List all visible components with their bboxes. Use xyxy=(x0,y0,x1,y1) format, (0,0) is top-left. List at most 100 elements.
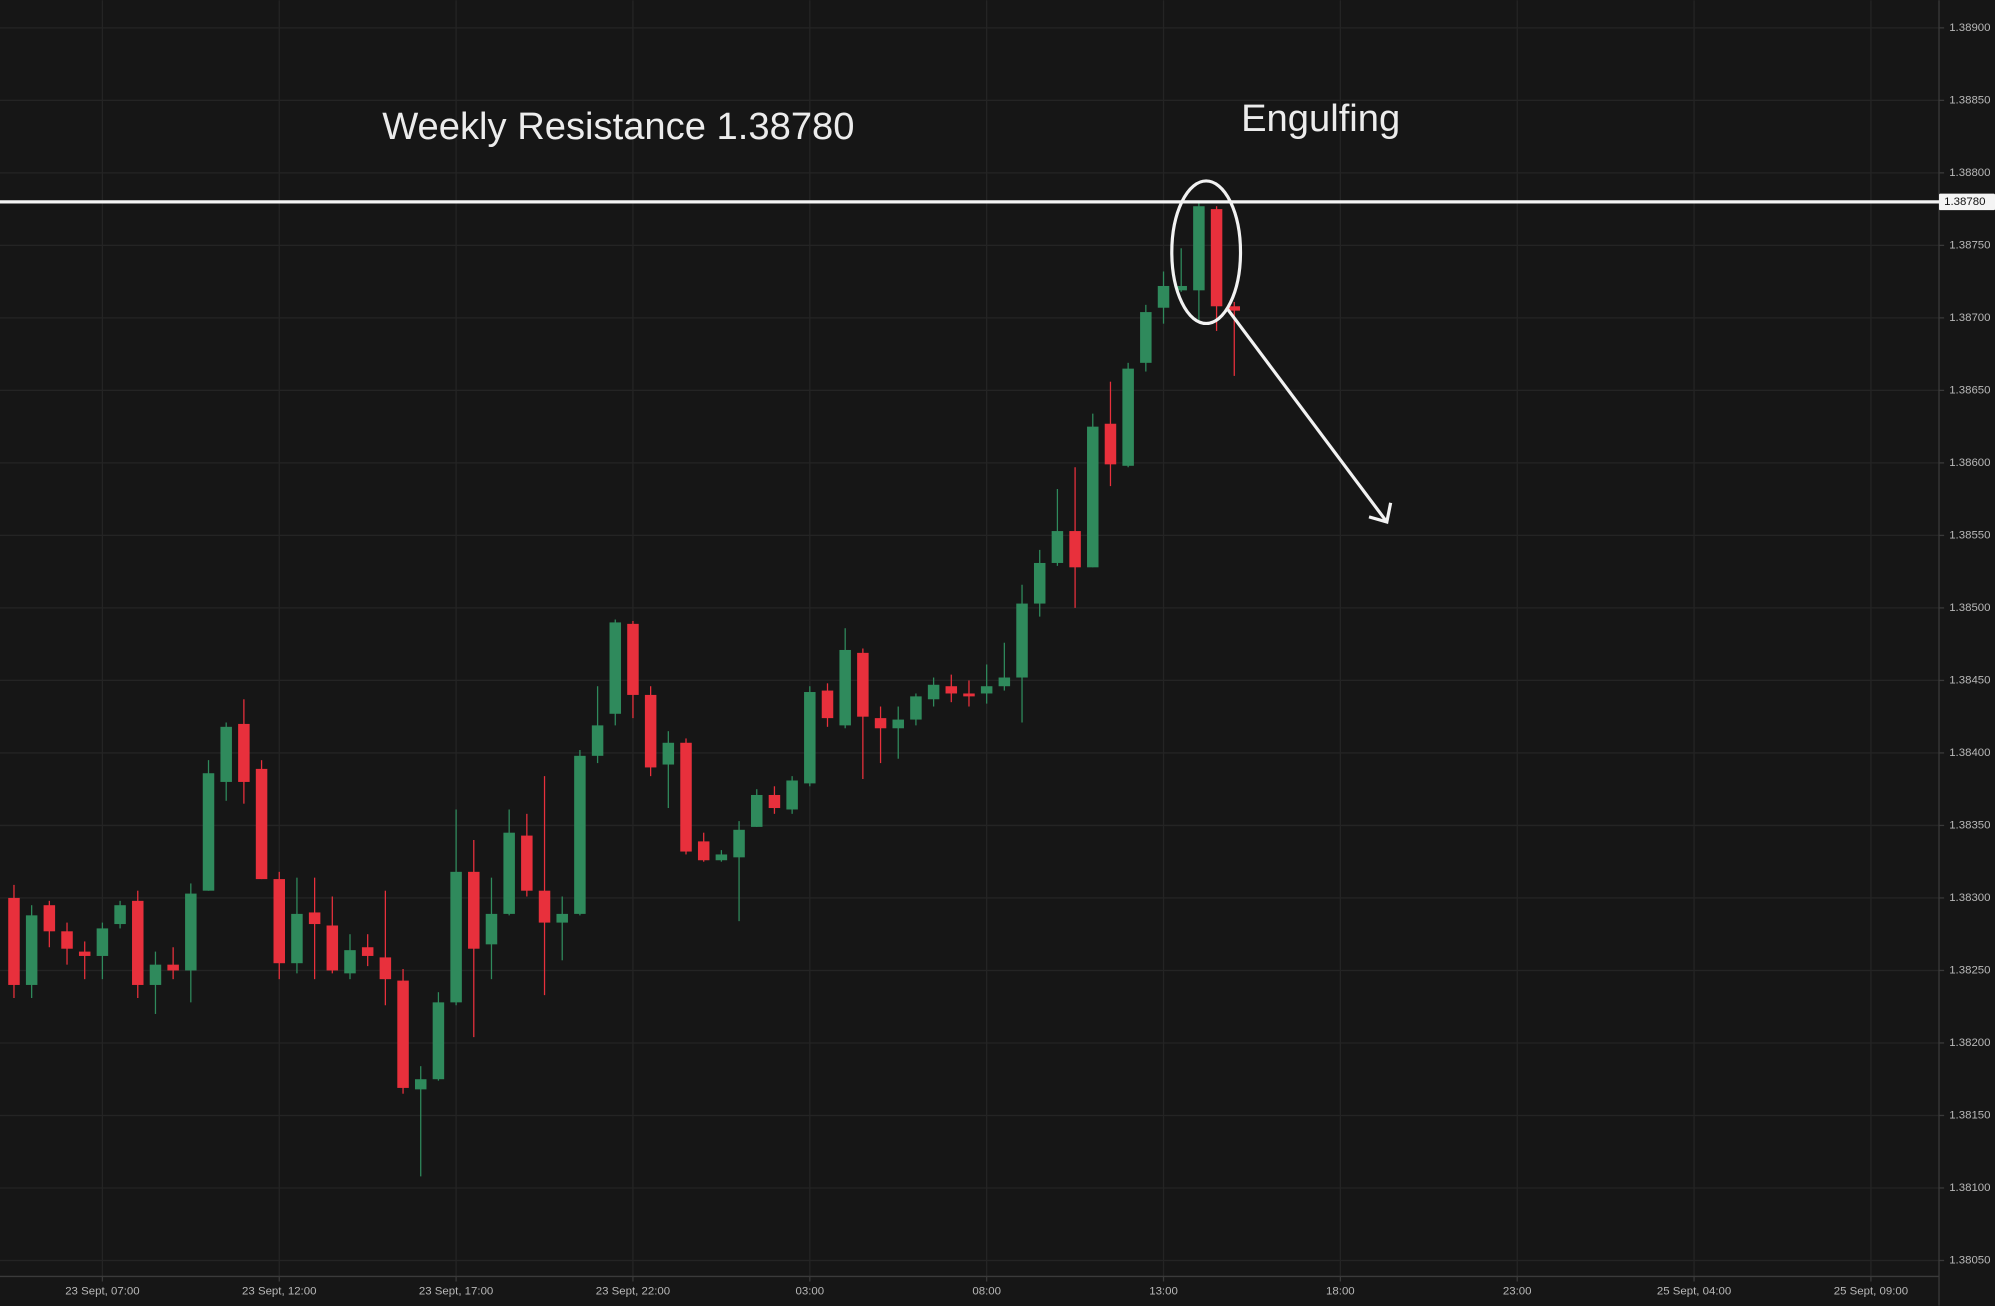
candle-body xyxy=(521,835,533,891)
candle-body xyxy=(397,980,409,1088)
candle-body xyxy=(238,723,250,782)
x-tick-label: 18:00 xyxy=(1326,1286,1355,1298)
candle-body xyxy=(697,841,710,861)
x-tick-label: 23 Sept, 22:00 xyxy=(596,1286,670,1298)
grid xyxy=(0,0,1940,1277)
x-tick-label: 03:00 xyxy=(795,1286,824,1298)
candle-body xyxy=(1140,312,1152,363)
candle-body xyxy=(379,957,392,980)
axis-labels: 1.38900 1.38850 1.38800 1.38750 1.38700 1.386… xyxy=(65,22,1990,1298)
candle-body xyxy=(839,649,851,726)
candle-body xyxy=(644,694,657,768)
x-tick-label: 25 Sept, 04:00 xyxy=(1657,1286,1731,1298)
highlight-ellipse xyxy=(1170,179,1243,326)
candle-body xyxy=(980,686,993,694)
annotation: Engulfing xyxy=(1241,97,1400,140)
candle-body xyxy=(96,928,109,956)
candles xyxy=(8,203,1241,1177)
candle-body xyxy=(556,913,568,923)
candle-body xyxy=(945,686,958,694)
candle-body xyxy=(414,1079,427,1090)
candle-body xyxy=(220,726,232,782)
candle-body xyxy=(751,794,763,827)
y-tick-label: 1.38050 xyxy=(1949,1255,1990,1267)
candle-body xyxy=(963,693,975,697)
y-tick-label: 1.38150 xyxy=(1949,1110,1990,1122)
candle-body xyxy=(715,854,728,861)
x-tick-label: 08:00 xyxy=(972,1286,1001,1298)
candle-body xyxy=(1122,368,1134,466)
y-tick-label: 1.38500 xyxy=(1949,602,1990,614)
candle-body xyxy=(680,742,692,852)
candle-body xyxy=(857,652,869,717)
candle-body xyxy=(538,890,551,923)
y-tick-label: 1.38200 xyxy=(1949,1037,1990,1049)
candle-body xyxy=(1051,531,1064,563)
annotation: Weekly Resistance 1.38780 xyxy=(382,105,854,148)
candle-body xyxy=(1087,426,1099,568)
candle-body xyxy=(609,622,622,714)
candle-body xyxy=(1193,206,1205,291)
candle-body xyxy=(61,931,73,949)
price-tag xyxy=(1939,193,1995,211)
candle-body xyxy=(25,915,38,985)
candle-body xyxy=(114,905,126,925)
candle-body xyxy=(733,829,745,858)
candle-body xyxy=(1210,209,1223,307)
y-tick-label: 1.38800 xyxy=(1949,167,1990,179)
candle-body xyxy=(344,950,356,974)
candle-body xyxy=(1175,285,1187,291)
y-tick-label: 1.38300 xyxy=(1949,892,1990,904)
candle-body xyxy=(43,905,56,932)
candle-body xyxy=(185,893,197,971)
y-tick-label: 1.38900 xyxy=(1949,22,1990,34)
x-tick-label: 25 Sept, 09:00 xyxy=(1834,1286,1908,1298)
candle-body xyxy=(291,913,303,964)
y-tick-label: 1.38400 xyxy=(1949,747,1990,759)
x-tick-label: 13:00 xyxy=(1149,1286,1178,1298)
candle-body xyxy=(574,755,586,914)
y-tick-label: 1.38700 xyxy=(1949,312,1990,324)
price-tag-label: 1.38780 xyxy=(1944,196,1985,208)
candle-body xyxy=(910,696,922,720)
candle-body xyxy=(927,684,940,700)
candle-body xyxy=(326,925,339,971)
y-tick-label: 1.38350 xyxy=(1949,819,1990,831)
y-tick-label: 1.38650 xyxy=(1949,384,1990,396)
candle-body xyxy=(627,623,639,695)
candle-body xyxy=(149,964,162,985)
candle-body xyxy=(503,832,515,914)
x-tick-label: 23:00 xyxy=(1503,1286,1532,1298)
candle-body xyxy=(1157,285,1170,308)
candle-body xyxy=(273,879,285,964)
candle-body xyxy=(78,951,91,956)
candle-body xyxy=(662,742,675,765)
candle-body xyxy=(167,964,179,971)
candle-body xyxy=(308,912,321,925)
candle-body xyxy=(1016,603,1028,678)
candle-body xyxy=(485,913,498,945)
y-tick-label: 1.38750 xyxy=(1949,239,1990,251)
candle-body xyxy=(361,947,374,956)
candle-body xyxy=(450,871,462,1003)
candle-body xyxy=(255,768,268,880)
y-tick-label: 1.38550 xyxy=(1949,529,1990,541)
candle-body xyxy=(202,773,215,891)
candle-body xyxy=(1104,423,1117,465)
candle-body xyxy=(786,780,798,810)
candle-body xyxy=(998,677,1011,687)
candle-body xyxy=(1033,562,1046,604)
candle-body xyxy=(892,719,904,729)
x-tick-label: 23 Sept, 17:00 xyxy=(419,1286,493,1298)
arrow xyxy=(1226,308,1393,524)
candle-body xyxy=(468,871,480,949)
candle-body xyxy=(1069,531,1081,568)
candle-body xyxy=(804,692,816,784)
candle-body xyxy=(874,718,887,729)
x-tick-label: 23 Sept, 07:00 xyxy=(65,1286,139,1298)
candle-body xyxy=(591,725,604,756)
candle-body xyxy=(768,794,781,809)
